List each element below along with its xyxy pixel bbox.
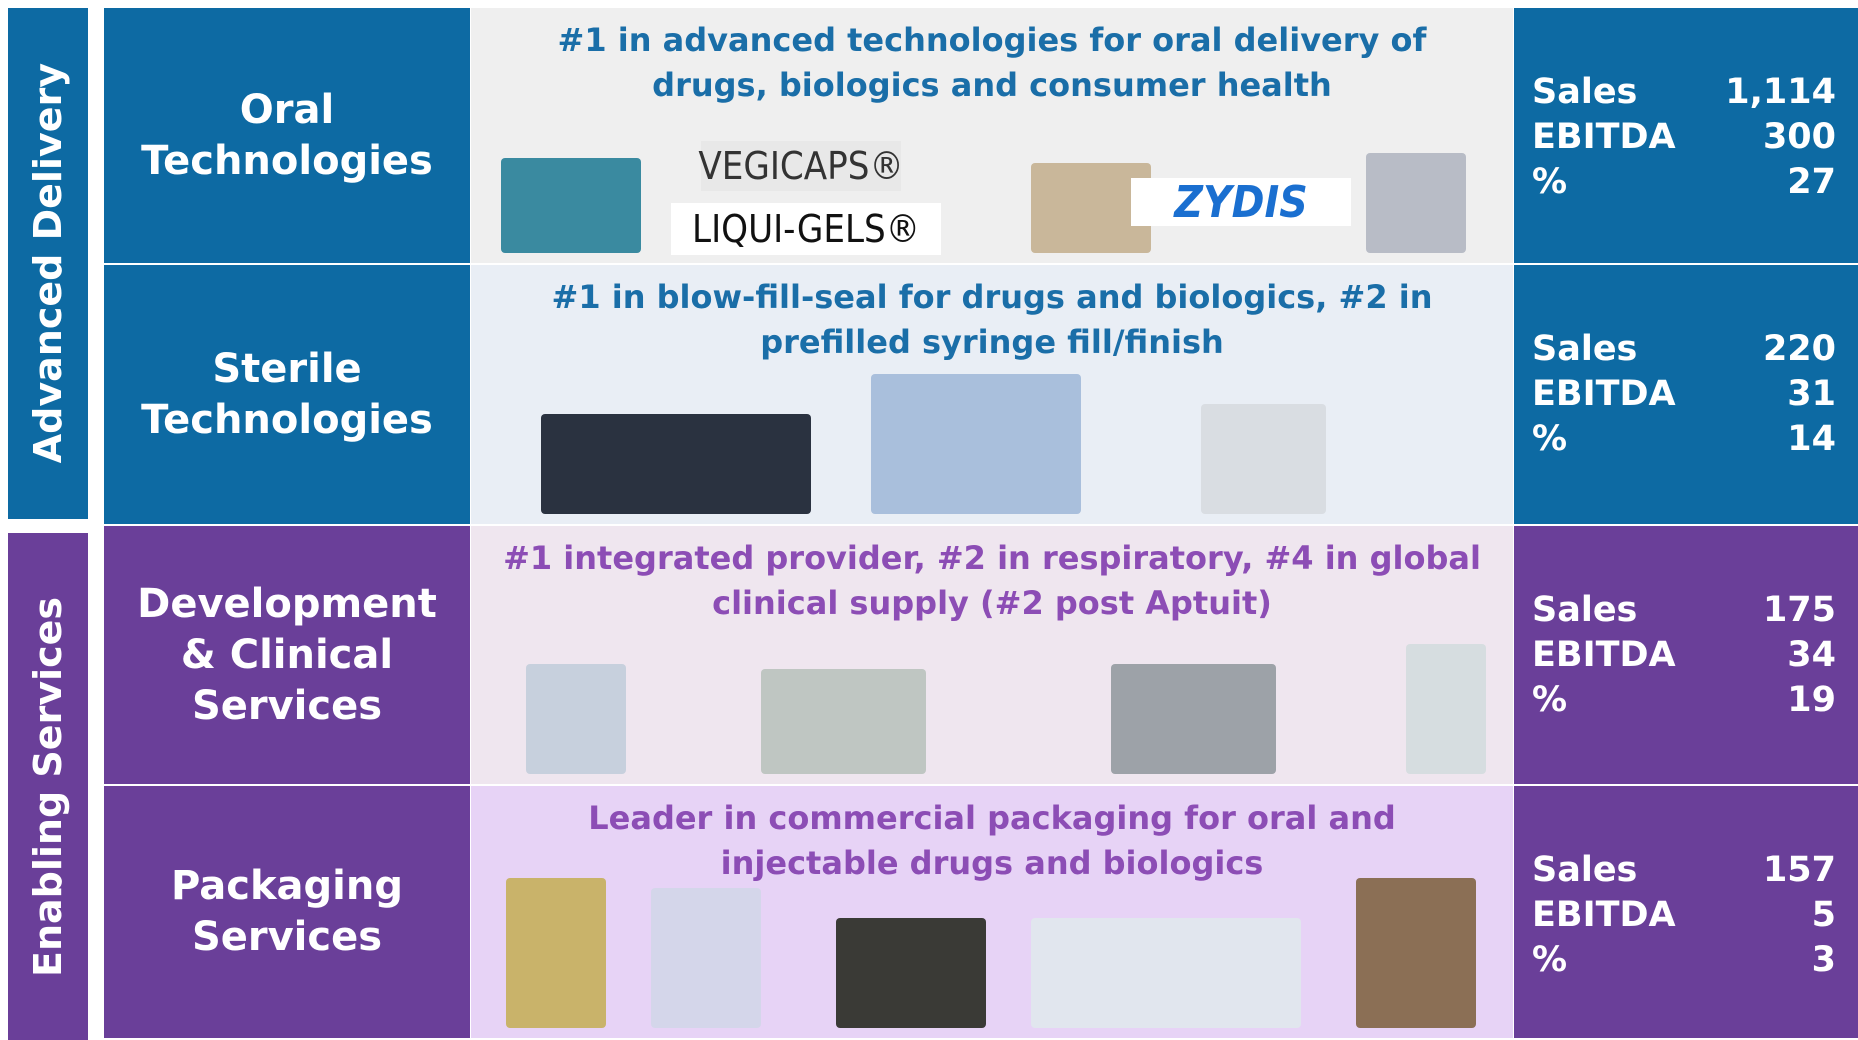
segment-description: #1 in blow-fill-seal for drugs and biolo… <box>471 265 1513 365</box>
metric-label: EBITDA <box>1532 115 1676 160</box>
segment-name: Packaging Services <box>104 786 470 1038</box>
metric-row: EBITDA 5 <box>1532 893 1836 938</box>
product-image <box>836 918 986 1028</box>
segment-description: #1 in advanced technologies for oral del… <box>471 8 1513 108</box>
metric-value: 300 <box>1763 115 1836 160</box>
metric-row: Sales 1,114 <box>1532 70 1836 115</box>
metric-label: % <box>1532 938 1567 983</box>
segment-description: Leader in commercial packaging for oral … <box>471 786 1513 886</box>
segment-name: Sterile Technologies <box>104 265 470 524</box>
segment-name: Development & Clinical Services <box>104 526 470 784</box>
metric-row: Sales 175 <box>1532 588 1836 633</box>
metric-label: Sales <box>1532 327 1637 372</box>
metric-value: 27 <box>1787 160 1836 205</box>
product-image <box>1201 404 1326 514</box>
metric-value: 34 <box>1787 633 1836 678</box>
segment-panel: #1 in advanced technologies for oral del… <box>471 8 1513 263</box>
product-image <box>1111 664 1276 774</box>
product-image <box>526 664 626 774</box>
metric-label: EBITDA <box>1532 893 1676 938</box>
metric-value: 31 <box>1787 372 1836 417</box>
segment-panel: Leader in commercial packaging for oral … <box>471 786 1513 1038</box>
group-label: Advanced Delivery <box>26 63 70 463</box>
metric-row: Sales 157 <box>1532 848 1836 893</box>
product-image <box>541 414 811 514</box>
segment-name: Oral Technologies <box>104 8 470 263</box>
product-image <box>1406 644 1486 774</box>
product-image <box>501 158 641 253</box>
metric-value: 19 <box>1787 678 1836 723</box>
segment-panel: #1 in blow-fill-seal for drugs and biolo… <box>471 265 1513 524</box>
metric-value: 220 <box>1763 327 1836 372</box>
product-image <box>1366 153 1466 253</box>
metrics-panel: Sales 1,114 EBITDA 300% 27 <box>1514 8 1858 263</box>
slide: Advanced Delivery Oral Technologies#1 in … <box>0 0 1858 1040</box>
metric-value: 14 <box>1787 417 1836 462</box>
metric-value: 157 <box>1763 848 1836 893</box>
metric-row: EBITDA 300 <box>1532 115 1836 160</box>
metric-label: EBITDA <box>1532 633 1676 678</box>
metric-row: EBITDA 31 <box>1532 372 1836 417</box>
metric-value: 5 <box>1812 893 1836 938</box>
metric-label: Sales <box>1532 848 1637 893</box>
group-band: Enabling Services <box>8 533 88 1040</box>
metric-row: %3 <box>1532 938 1836 983</box>
product-image <box>651 888 761 1028</box>
metric-row: EBITDA 34 <box>1532 633 1836 678</box>
brand-logo: ZYDIS <box>1131 178 1351 226</box>
metric-row: % 19 <box>1532 678 1836 723</box>
metric-value: 3 <box>1812 938 1836 983</box>
group-label: Enabling Services <box>26 597 70 977</box>
metric-label: Sales <box>1532 588 1637 633</box>
segment-description: #1 integrated provider, #2 in respirator… <box>471 526 1513 626</box>
product-image <box>1031 918 1301 1028</box>
metric-row: % 14 <box>1532 417 1836 462</box>
product-image <box>761 669 926 774</box>
metric-label: % <box>1532 417 1567 462</box>
brand-logo: VEGICAPS® <box>701 141 901 191</box>
metric-label: EBITDA <box>1532 372 1676 417</box>
metric-row: Sales 220 <box>1532 327 1836 372</box>
metric-label: % <box>1532 678 1567 723</box>
segment-panel: #1 integrated provider, #2 in respirator… <box>471 526 1513 784</box>
metric-label: Sales <box>1532 70 1637 115</box>
metric-value: 175 <box>1763 588 1836 633</box>
metrics-panel: Sales 175 EBITDA 34% 19 <box>1514 526 1858 784</box>
metric-value: 1,114 <box>1725 70 1836 115</box>
metric-label: % <box>1532 160 1567 205</box>
metric-row: % 27 <box>1532 160 1836 205</box>
group-band: Advanced Delivery <box>8 8 88 519</box>
brand-logo: LIQUI-GELS® <box>671 203 941 255</box>
product-image <box>506 878 606 1028</box>
product-image <box>1356 878 1476 1028</box>
product-image <box>871 374 1081 514</box>
metrics-panel: Sales 220 EBITDA 31% 14 <box>1514 265 1858 524</box>
